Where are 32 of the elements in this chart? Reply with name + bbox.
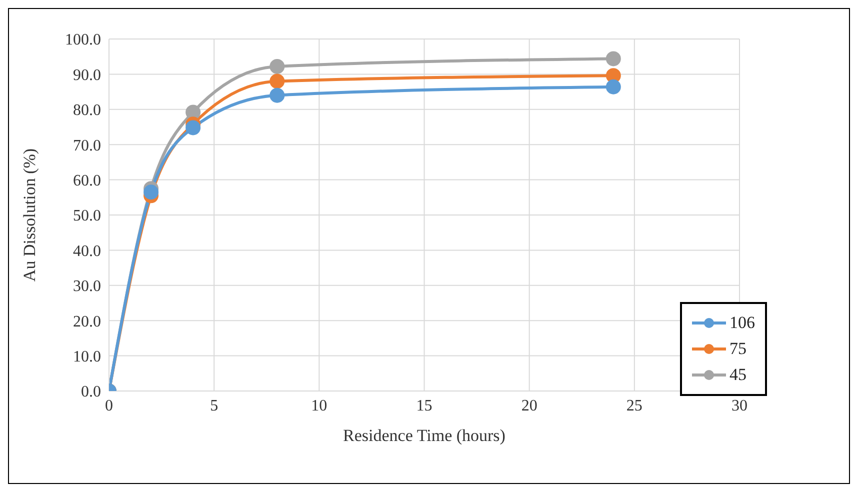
y-tick-label: 80.0	[73, 102, 101, 120]
x-axis-title: Residence Time (hours)	[343, 426, 506, 445]
y-tick-label: 30.0	[73, 278, 101, 296]
point	[270, 74, 285, 89]
point	[186, 104, 201, 120]
y-tick-label: 40.0	[73, 242, 101, 260]
x-tick-label: 20	[521, 397, 538, 414]
y-tick-label: 60.0	[73, 172, 101, 190]
legend-label: 45	[730, 364, 746, 386]
point	[144, 184, 159, 200]
legend-label: 106	[730, 312, 755, 334]
point	[270, 88, 285, 103]
x-tick-label: 10	[311, 397, 328, 414]
point	[186, 120, 201, 136]
x-tick-label: 0	[105, 397, 113, 414]
x-tick-label: 25	[626, 397, 642, 414]
x-tick-label: 5	[210, 397, 218, 414]
point	[606, 51, 621, 66]
y-tick-label: 100.0	[65, 32, 101, 49]
point	[270, 58, 285, 74]
y-tick-label: 50.0	[73, 208, 101, 225]
y-tick-label: 20.0	[73, 313, 101, 330]
y-tick-label: 70.0	[73, 137, 101, 154]
y-tick-label: 0.0	[81, 384, 101, 401]
y-tick-label: 10.0	[73, 348, 101, 366]
legend-label: 75	[730, 338, 746, 360]
point	[606, 68, 621, 84]
x-tick-label: 30	[732, 397, 748, 414]
y-axis-title: Au Dissolution (%)	[20, 148, 40, 282]
y-tick-label: 90.0	[73, 66, 101, 84]
x-tick-label: 15	[416, 397, 432, 414]
point	[606, 79, 621, 94]
